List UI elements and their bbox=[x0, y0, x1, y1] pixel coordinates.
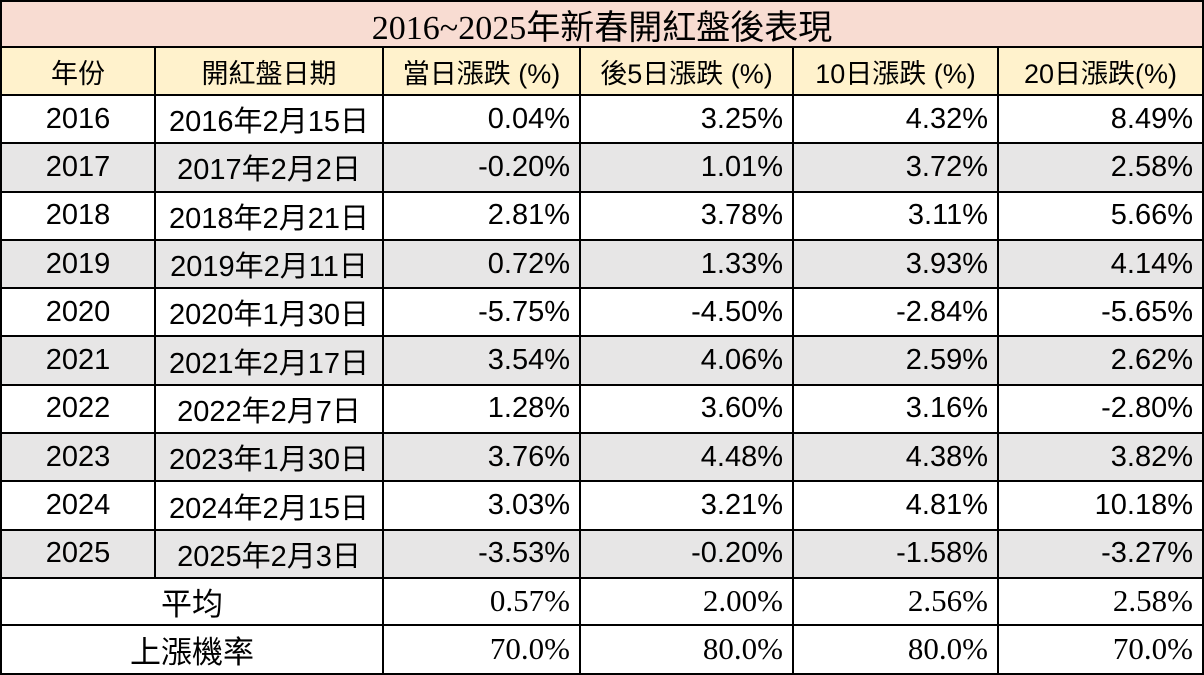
change-value-cell: -5.65% bbox=[999, 289, 1202, 338]
change-value-cell: 4.06% bbox=[581, 337, 794, 386]
summary-value-cell: 2.58% bbox=[999, 578, 1202, 626]
summary-value-cell: 80.0% bbox=[581, 625, 794, 673]
year-cell: 2023 bbox=[2, 434, 156, 483]
summary-value-cell: 70.0% bbox=[384, 625, 581, 673]
open-date-cell: 2018年2月21日 bbox=[156, 192, 384, 241]
column-header-open-date: 開紅盤日期 bbox=[156, 48, 384, 96]
change-value-cell: 4.38% bbox=[794, 434, 999, 483]
change-value-cell: 3.60% bbox=[581, 385, 794, 435]
change-value-cell: 3.72% bbox=[794, 144, 999, 193]
change-value-cell: 2.59% bbox=[794, 337, 999, 386]
open-date-cell: 2024年2月15日 bbox=[156, 482, 384, 531]
change-value-cell: 3.03% bbox=[384, 482, 581, 531]
change-value-cell: 3.25% bbox=[581, 96, 794, 145]
change-value-cell: 1.28% bbox=[384, 385, 581, 435]
open-date-cell: 2017年2月2日 bbox=[156, 144, 384, 193]
column-header-20day-change: 20日漲跌(%) bbox=[999, 48, 1202, 96]
change-value-cell: -0.20% bbox=[581, 530, 794, 579]
open-date-cell: 2019年2月11日 bbox=[156, 240, 384, 290]
column-header-day-change: 當日漲跌 (%) bbox=[384, 48, 581, 96]
change-value-cell: 2.62% bbox=[999, 337, 1202, 386]
open-date-cell: 2025年2月3日 bbox=[156, 530, 384, 579]
open-date-cell: 2021年2月17日 bbox=[156, 337, 384, 386]
open-date-cell: 2022年2月7日 bbox=[156, 385, 384, 435]
column-header-5day-change: 後5日漲跌 (%) bbox=[581, 48, 794, 96]
year-cell: 2025 bbox=[2, 530, 156, 579]
year-cell: 2024 bbox=[2, 482, 156, 531]
change-value-cell: 2.58% bbox=[999, 144, 1202, 193]
summary-value-cell: 0.57% bbox=[384, 578, 581, 626]
change-value-cell: -3.53% bbox=[384, 530, 581, 579]
open-date-cell: 2023年1月30日 bbox=[156, 434, 384, 483]
open-date-cell: 2016年2月15日 bbox=[156, 96, 384, 145]
change-value-cell: -0.20% bbox=[384, 144, 581, 193]
change-value-cell: 3.76% bbox=[384, 434, 581, 483]
change-value-cell: 4.14% bbox=[999, 240, 1202, 290]
change-value-cell: 2.81% bbox=[384, 192, 581, 241]
column-header-year: 年份 bbox=[2, 48, 156, 96]
change-value-cell: -5.75% bbox=[384, 289, 581, 338]
change-value-cell: 3.82% bbox=[999, 434, 1202, 483]
table-title: 2016~2025年新春開紅盤後表現 bbox=[2, 2, 1202, 48]
change-value-cell: 4.32% bbox=[794, 96, 999, 145]
open-date-cell: 2020年1月30日 bbox=[156, 289, 384, 338]
change-value-cell: -2.84% bbox=[794, 289, 999, 338]
summary-value-cell: 2.00% bbox=[581, 578, 794, 626]
year-cell: 2017 bbox=[2, 144, 156, 193]
change-value-cell: 1.33% bbox=[581, 240, 794, 290]
year-cell: 2019 bbox=[2, 240, 156, 290]
change-value-cell: -2.80% bbox=[999, 385, 1202, 435]
change-value-cell: 5.66% bbox=[999, 192, 1202, 241]
change-value-cell: 0.72% bbox=[384, 240, 581, 290]
change-value-cell: 4.81% bbox=[794, 482, 999, 531]
change-value-cell: 10.18% bbox=[999, 482, 1202, 531]
summary-value-cell: 2.56% bbox=[794, 578, 999, 626]
change-value-cell: 8.49% bbox=[999, 96, 1202, 145]
year-cell: 2016 bbox=[2, 96, 156, 145]
year-cell: 2021 bbox=[2, 337, 156, 386]
change-value-cell: 3.16% bbox=[794, 385, 999, 435]
year-cell: 2020 bbox=[2, 289, 156, 338]
change-value-cell: -1.58% bbox=[794, 530, 999, 579]
change-value-cell: 3.93% bbox=[794, 240, 999, 290]
column-header-10day-change: 10日漲跌 (%) bbox=[794, 48, 999, 96]
summary-value-cell: 80.0% bbox=[794, 625, 999, 673]
change-value-cell: 1.01% bbox=[581, 144, 794, 193]
year-cell: 2018 bbox=[2, 192, 156, 241]
year-cell: 2022 bbox=[2, 385, 156, 435]
up-probability-label: 上漲機率 bbox=[2, 625, 384, 673]
average-label: 平均 bbox=[2, 578, 384, 626]
summary-value-cell: 70.0% bbox=[999, 625, 1202, 673]
change-value-cell: 3.21% bbox=[581, 482, 794, 531]
change-value-cell: 0.04% bbox=[384, 96, 581, 145]
change-value-cell: 3.11% bbox=[794, 192, 999, 241]
change-value-cell: 4.48% bbox=[581, 434, 794, 483]
change-value-cell: -4.50% bbox=[581, 289, 794, 338]
change-value-cell: 3.54% bbox=[384, 337, 581, 386]
change-value-cell: 3.78% bbox=[581, 192, 794, 241]
change-value-cell: -3.27% bbox=[999, 530, 1202, 579]
